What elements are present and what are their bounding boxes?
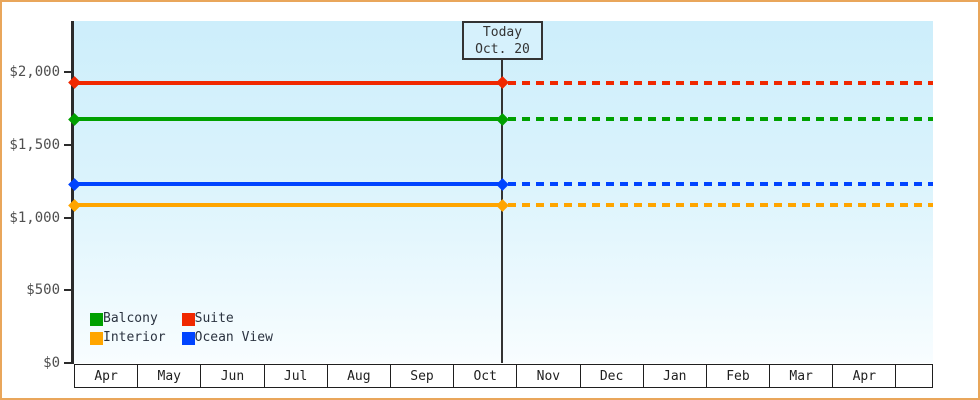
legend-swatch-icon [181,331,195,345]
legend-item-ocean-view: Ocean View [181,330,273,345]
legend-item-suite: Suite [181,311,273,326]
month-cell: Sep [389,364,455,388]
month-cell: Mar [769,364,834,388]
y-tick-label: $2,000 [9,64,60,80]
legend-swatch-icon [90,331,103,345]
series-point-marker-balcony [67,112,81,126]
series-point-marker-suite [495,76,509,90]
series-line-solid-balcony [74,117,502,122]
month-cell: Oct [453,364,518,388]
today-vertical-line [501,60,503,363]
series-point-marker-balcony [495,112,509,126]
series-point-marker-ocean-view [495,177,509,191]
y-tick-label: $500 [26,282,60,299]
legend-label: Ocean View [194,330,273,345]
legend-swatch-icon [181,312,195,326]
y-tick-mark [64,143,71,146]
month-cell: Nov [516,364,581,388]
series-point-marker-suite [67,76,81,90]
month-cell: Aug [326,364,391,388]
legend-item-interior: Interior [90,331,166,345]
month-cell: Dec [579,364,644,388]
legend-item-balcony: Balcony [90,312,166,326]
y-tick-label: $1,000 [9,209,60,226]
series-line-dashed-suite [508,80,933,85]
month-cell: Apr [832,364,897,388]
legend-swatch-icon [90,312,103,326]
legend-label: Suite [194,311,234,326]
y-tick-mark [64,289,71,292]
y-tick-label: $1,500 [9,136,60,153]
series-point-marker-ocean-view [67,177,81,191]
y-tick-label: $0 [43,355,60,371]
series-line-solid-interior [74,203,502,208]
legend: Balcony Suite Interior Ocean View [90,312,273,345]
month-cell: Feb [705,364,771,388]
month-cell: Jul [263,364,328,388]
legend-label: Interior [103,330,166,345]
y-tick-mark [64,362,71,364]
series-line-solid-suite [74,80,502,85]
plot-area: Today Oct. 20 [67,21,933,363]
series-point-marker-interior [495,198,509,212]
series-line-dashed-ocean-view [508,182,933,187]
series-line-dashed-interior [508,203,933,208]
month-cell: Apr [74,364,139,388]
x-axis-month-row: Apr May Jun Jul Aug Sep Oct Nov Dec Jan Feb Mar Apr [74,364,933,388]
y-tick-mark [64,71,71,73]
today-date-label: Oct. 20 [475,41,530,57]
today-label: Today [482,24,523,40]
month-cell: May [137,364,202,388]
y-axis-line [71,21,74,364]
month-cell-filler [895,364,933,388]
today-annotation-box: Today Oct. 20 [462,21,543,60]
legend-label: Balcony [103,311,158,326]
series-line-dashed-balcony [508,117,933,122]
y-tick-mark [64,216,71,219]
series-point-marker-interior [67,198,81,212]
series-line-solid-ocean-view [74,182,502,187]
month-cell: Jun [200,364,265,388]
month-cell: Jan [642,364,707,388]
